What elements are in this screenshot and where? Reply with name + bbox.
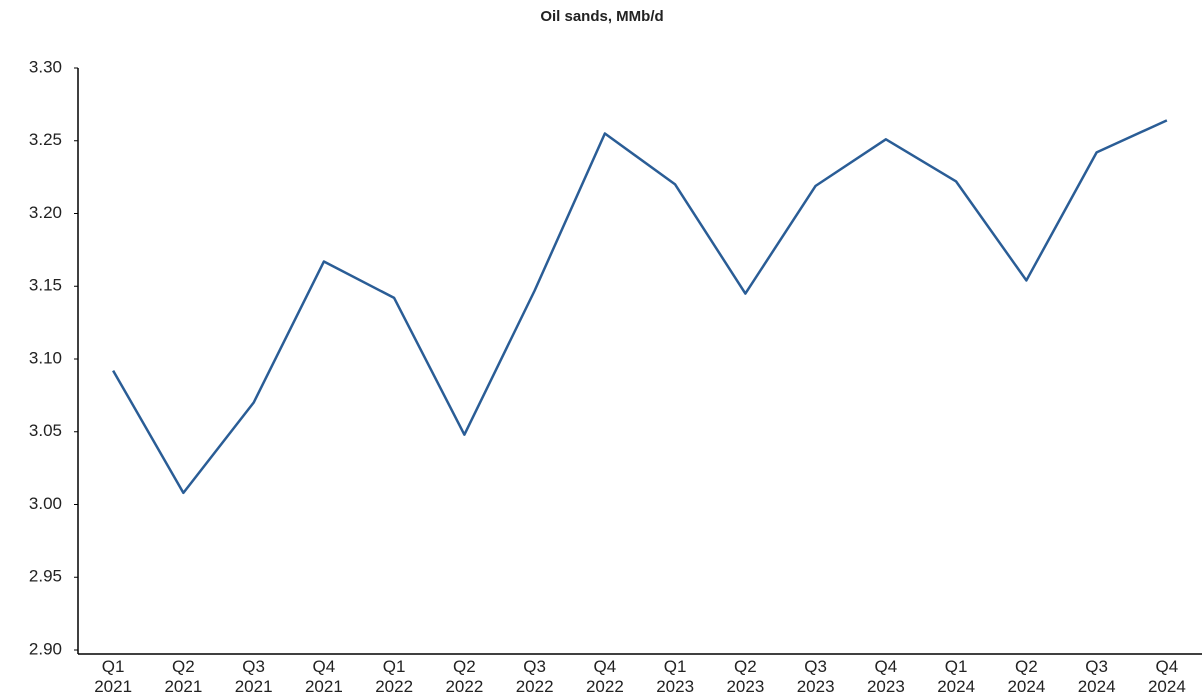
x-tick-label: Q3 2021	[235, 657, 273, 696]
x-tick-label: Q2 2022	[445, 657, 483, 696]
x-tick-label: Q1 2022	[375, 657, 413, 696]
chart-title: Oil sands, MMb/d	[540, 8, 663, 25]
x-tick-label: Q2 2024	[1007, 657, 1045, 696]
x-tick-label: Q1 2023	[656, 657, 694, 696]
y-tick-label: 3.10	[29, 348, 62, 367]
x-tick-label: Q4 2024	[1148, 657, 1186, 696]
x-tick-label: Q4 2021	[305, 657, 343, 696]
line-series	[112, 119, 1168, 495]
y-tick-label: 3.05	[29, 421, 62, 440]
x-tick-label: Q1 2024	[937, 657, 975, 696]
x-tick-label: Q1 2021	[94, 657, 132, 696]
x-tick-label: Q3 2023	[797, 657, 835, 696]
y-tick-label: 2.90	[29, 639, 62, 658]
x-tick-label: Q4 2022	[586, 657, 624, 696]
x-tick-label: Q3 2022	[516, 657, 554, 696]
x-tick-label: Q2 2023	[726, 657, 764, 696]
x-tick-label: Q2 2021	[164, 657, 202, 696]
y-tick-label: 3.30	[29, 57, 62, 76]
x-tick-label: Q3 2024	[1078, 657, 1116, 696]
y-tick-label: 3.00	[29, 494, 62, 513]
y-tick-label: 3.25	[29, 130, 62, 149]
y-tick-label: 3.15	[29, 276, 62, 295]
x-tick-label: Q4 2023	[867, 657, 905, 696]
y-tick-label: 2.95	[29, 567, 62, 586]
y-tick-label: 3.20	[29, 203, 62, 222]
